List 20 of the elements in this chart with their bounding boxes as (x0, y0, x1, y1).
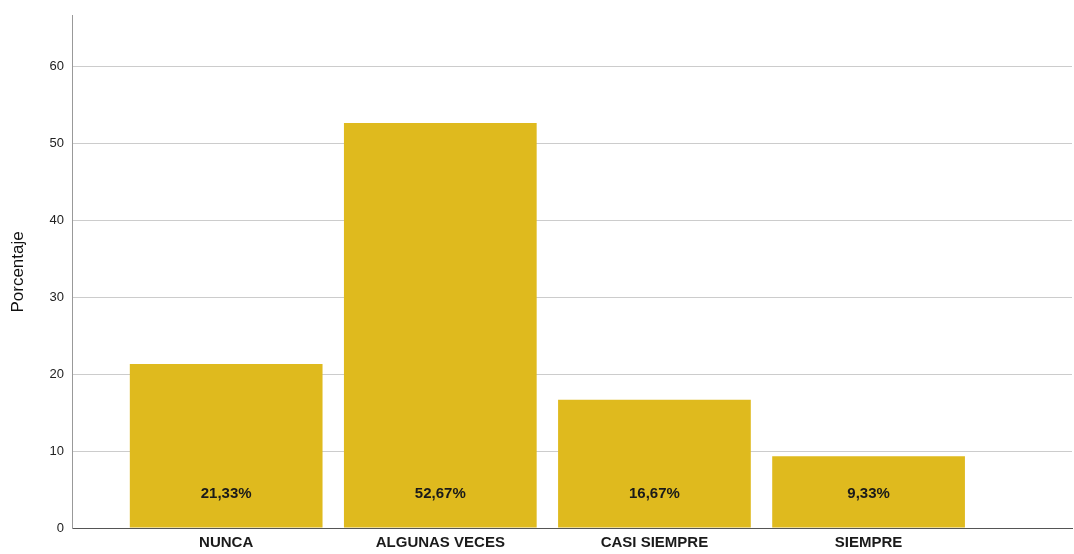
data-label: 21,33% (200, 484, 252, 502)
bar (558, 399, 751, 528)
y-tick-label: 50 (49, 135, 64, 151)
data-label: 52,67% (414, 484, 466, 502)
bar (129, 363, 323, 528)
data-label: 9,33% (847, 484, 890, 502)
y-tick-label: 20 (49, 365, 64, 381)
y-axis-title: Porcentaje (7, 231, 27, 313)
x-tick-label: NUNCA (199, 533, 254, 551)
x-tick-label: ALGUNAS VECES (375, 533, 505, 551)
bar (343, 122, 537, 528)
x-tick-label: SIEMPRE (834, 533, 903, 551)
y-tick-label: 0 (56, 519, 64, 535)
y-tick-label: 60 (49, 58, 64, 74)
y-tick-label: 30 (49, 288, 64, 304)
bar (772, 456, 965, 528)
y-tick-label: 40 (49, 211, 64, 227)
data-label: 16,67% (629, 484, 680, 502)
y-tick-label: 10 (49, 442, 64, 458)
x-tick-label: CASI SIEMPRE (600, 533, 709, 551)
